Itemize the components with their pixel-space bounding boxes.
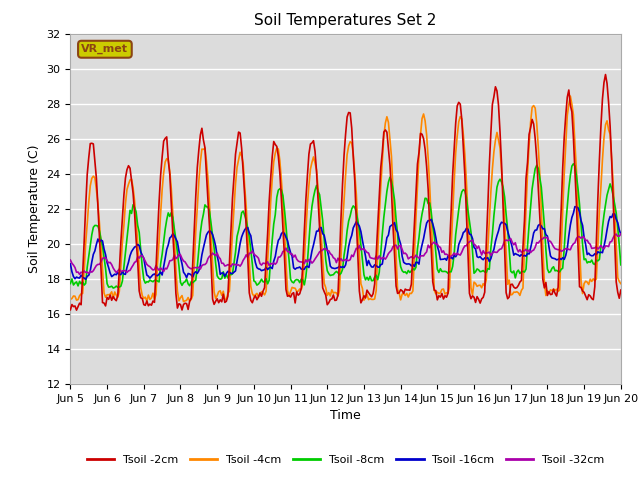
Tsoil -2cm xyxy=(381,127,389,133)
Tsoil -2cm xyxy=(83,172,91,178)
Line: Tsoil -2cm: Tsoil -2cm xyxy=(70,74,621,310)
Tsoil -8cm xyxy=(400,269,408,275)
Tsoil -16cm xyxy=(400,260,408,265)
Line: Tsoil -4cm: Tsoil -4cm xyxy=(70,96,621,301)
Legend: Tsoil -2cm, Tsoil -4cm, Tsoil -8cm, Tsoil -16cm, Tsoil -32cm: Tsoil -2cm, Tsoil -4cm, Tsoil -8cm, Tsoi… xyxy=(82,451,609,470)
Tsoil -8cm xyxy=(109,285,117,291)
Y-axis label: Soil Temperature (C): Soil Temperature (C) xyxy=(28,144,41,273)
Tsoil -4cm xyxy=(551,288,559,293)
Tsoil -8cm xyxy=(170,226,178,232)
Tsoil -16cm xyxy=(67,261,74,267)
Tsoil -4cm xyxy=(180,299,188,304)
Tsoil -16cm xyxy=(82,276,90,282)
Tsoil -32cm xyxy=(381,256,389,262)
Tsoil -2cm xyxy=(170,257,178,263)
Tsoil -4cm xyxy=(67,297,74,302)
Tsoil -4cm xyxy=(412,216,420,222)
Tsoil -32cm xyxy=(551,246,559,252)
Tsoil -8cm xyxy=(617,262,625,268)
Tsoil -2cm xyxy=(412,192,420,197)
Line: Tsoil -32cm: Tsoil -32cm xyxy=(70,234,621,275)
Tsoil -32cm xyxy=(400,251,408,256)
Tsoil -8cm xyxy=(82,280,90,286)
Text: VR_met: VR_met xyxy=(81,44,129,54)
Tsoil -2cm xyxy=(400,290,408,296)
Tsoil -16cm xyxy=(381,244,389,250)
Tsoil -2cm xyxy=(602,72,609,77)
Tsoil -16cm xyxy=(170,233,178,239)
Tsoil -8cm xyxy=(381,202,389,208)
Tsoil -32cm xyxy=(83,269,91,275)
Tsoil -4cm xyxy=(381,120,389,126)
Tsoil -8cm xyxy=(412,264,420,270)
Title: Soil Temperatures Set 2: Soil Temperatures Set 2 xyxy=(255,13,436,28)
X-axis label: Time: Time xyxy=(330,409,361,422)
Tsoil -8cm xyxy=(570,161,577,167)
Tsoil -16cm xyxy=(617,231,625,237)
Tsoil -8cm xyxy=(67,281,74,287)
Tsoil -16cm xyxy=(83,273,91,279)
Line: Tsoil -16cm: Tsoil -16cm xyxy=(70,206,621,279)
Tsoil -2cm xyxy=(551,290,559,296)
Tsoil -16cm xyxy=(551,256,559,262)
Tsoil -4cm xyxy=(82,240,90,246)
Tsoil -32cm xyxy=(617,231,625,237)
Tsoil -32cm xyxy=(67,257,74,263)
Tsoil -4cm xyxy=(169,211,177,216)
Tsoil -4cm xyxy=(566,93,574,99)
Tsoil -16cm xyxy=(412,260,420,265)
Tsoil -2cm xyxy=(73,307,81,313)
Tsoil -2cm xyxy=(67,307,74,312)
Tsoil -4cm xyxy=(400,290,408,296)
Tsoil -8cm xyxy=(551,268,559,274)
Tsoil -2cm xyxy=(617,287,625,293)
Tsoil -32cm xyxy=(170,252,178,258)
Tsoil -32cm xyxy=(412,252,420,258)
Tsoil -16cm xyxy=(571,204,579,209)
Tsoil -32cm xyxy=(76,272,83,277)
Tsoil -4cm xyxy=(617,281,625,287)
Line: Tsoil -8cm: Tsoil -8cm xyxy=(70,164,621,288)
